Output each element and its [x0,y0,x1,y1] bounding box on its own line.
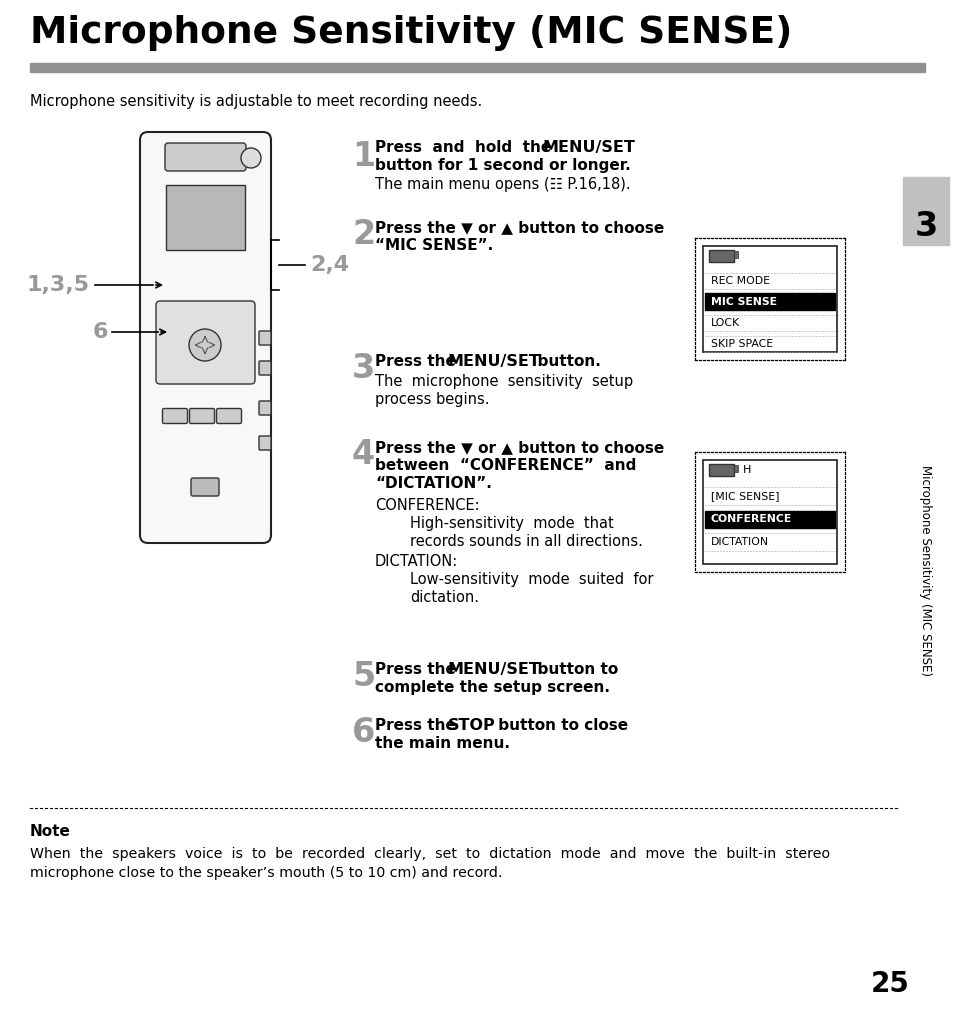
Text: Microphone Sensitivity (MIC SENSE): Microphone Sensitivity (MIC SENSE) [919,465,931,676]
Bar [733,465,738,472]
Text: 6: 6 [92,322,108,342]
Text: STOP: STOP [448,718,496,733]
Text: High-sensitivity  mode  that: High-sensitivity mode that [410,516,613,531]
Text: “MIC SENSE”.: “MIC SENSE”. [375,238,493,253]
Text: MENU/SET: MENU/SET [542,140,636,155]
Text: Microphone Sensitivity (MIC SENSE): Microphone Sensitivity (MIC SENSE) [30,15,792,51]
Text: complete the setup screen.: complete the setup screen. [375,680,609,695]
Circle shape [189,329,221,361]
FancyBboxPatch shape [162,409,188,423]
Text: dictation.: dictation. [410,590,478,605]
FancyBboxPatch shape [258,401,271,415]
Text: CONFERENCE:: CONFERENCE: [375,498,479,513]
Text: The  microphone  sensitivity  setup: The microphone sensitivity setup [375,374,633,389]
FancyBboxPatch shape [258,331,271,345]
FancyBboxPatch shape [258,436,271,450]
Bar [708,464,733,476]
Text: 1,3,5: 1,3,5 [27,275,90,295]
Text: 1: 1 [352,140,375,173]
Text: H: H [742,465,751,475]
Text: When  the  speakers  voice  is  to  be  recorded  clearly,  set  to  dictation  : When the speakers voice is to be recorde… [30,847,829,861]
Text: the main menu.: the main menu. [375,736,510,751]
FancyBboxPatch shape [190,409,214,423]
Text: MENU/SET: MENU/SET [448,662,540,677]
Text: Note: Note [30,824,71,839]
Text: 25: 25 [870,970,909,998]
Text: “DICTATION”.: “DICTATION”. [375,476,492,491]
Text: microphone close to the speaker’s mouth (5 to 10 cm) and record.: microphone close to the speaker’s mouth … [30,866,502,880]
FancyBboxPatch shape [216,409,241,423]
Text: Press the: Press the [375,718,460,733]
FancyBboxPatch shape [258,361,271,375]
Text: DICTATION:: DICTATION: [375,554,457,569]
Text: 5: 5 [352,660,375,693]
Bar [704,293,834,310]
Text: MENU/SET: MENU/SET [448,354,540,369]
FancyBboxPatch shape [165,143,246,171]
Bar [708,250,733,262]
Bar [733,251,738,258]
Circle shape [241,148,261,168]
Text: 2,4: 2,4 [310,256,349,275]
Text: button for 1 second or longer.: button for 1 second or longer. [375,158,630,173]
Text: LOCK: LOCK [710,318,740,328]
Text: Press the ▼ or ▲ button to choose: Press the ▼ or ▲ button to choose [375,440,663,455]
FancyBboxPatch shape [191,478,219,496]
Text: 6: 6 [352,716,375,749]
Text: between  “CONFERENCE”  and: between “CONFERENCE” and [375,458,636,473]
Bar [902,177,948,245]
Text: process begins.: process begins. [375,392,489,407]
Text: REC MODE: REC MODE [710,276,769,286]
FancyBboxPatch shape [140,132,271,543]
Text: button.: button. [526,354,600,369]
Text: MIC SENSE: MIC SENSE [710,297,776,307]
Text: CONFERENCE: CONFERENCE [710,514,791,524]
Text: The main menu opens (☷ P.16,18).: The main menu opens (☷ P.16,18). [375,177,630,192]
Text: Low-sensitivity  mode  suited  for: Low-sensitivity mode suited for [410,572,653,587]
Text: Press the ▼ or ▲ button to choose: Press the ▼ or ▲ button to choose [375,220,663,235]
Text: DICTATION: DICTATION [710,537,768,547]
Bar [166,185,245,250]
Bar [702,460,836,564]
Text: [MIC SENSE]: [MIC SENSE] [710,491,779,501]
Text: Press the: Press the [375,662,460,677]
Text: 3: 3 [913,210,937,243]
Text: 4: 4 [352,438,375,471]
Text: 3: 3 [352,352,375,385]
Text: Press the: Press the [375,354,460,369]
Text: SKIP SPACE: SKIP SPACE [710,339,772,349]
Text: records sounds in all directions.: records sounds in all directions. [410,535,642,549]
Bar [704,511,834,528]
Text: 2: 2 [352,218,375,251]
Bar [30,63,924,72]
Text: button to: button to [526,662,618,677]
FancyBboxPatch shape [156,301,254,384]
Text: Press  and  hold  the: Press and hold the [375,140,561,155]
Text: button to close: button to close [493,718,627,733]
Bar [702,246,836,352]
Text: Microphone sensitivity is adjustable to meet recording needs.: Microphone sensitivity is adjustable to … [30,94,482,109]
